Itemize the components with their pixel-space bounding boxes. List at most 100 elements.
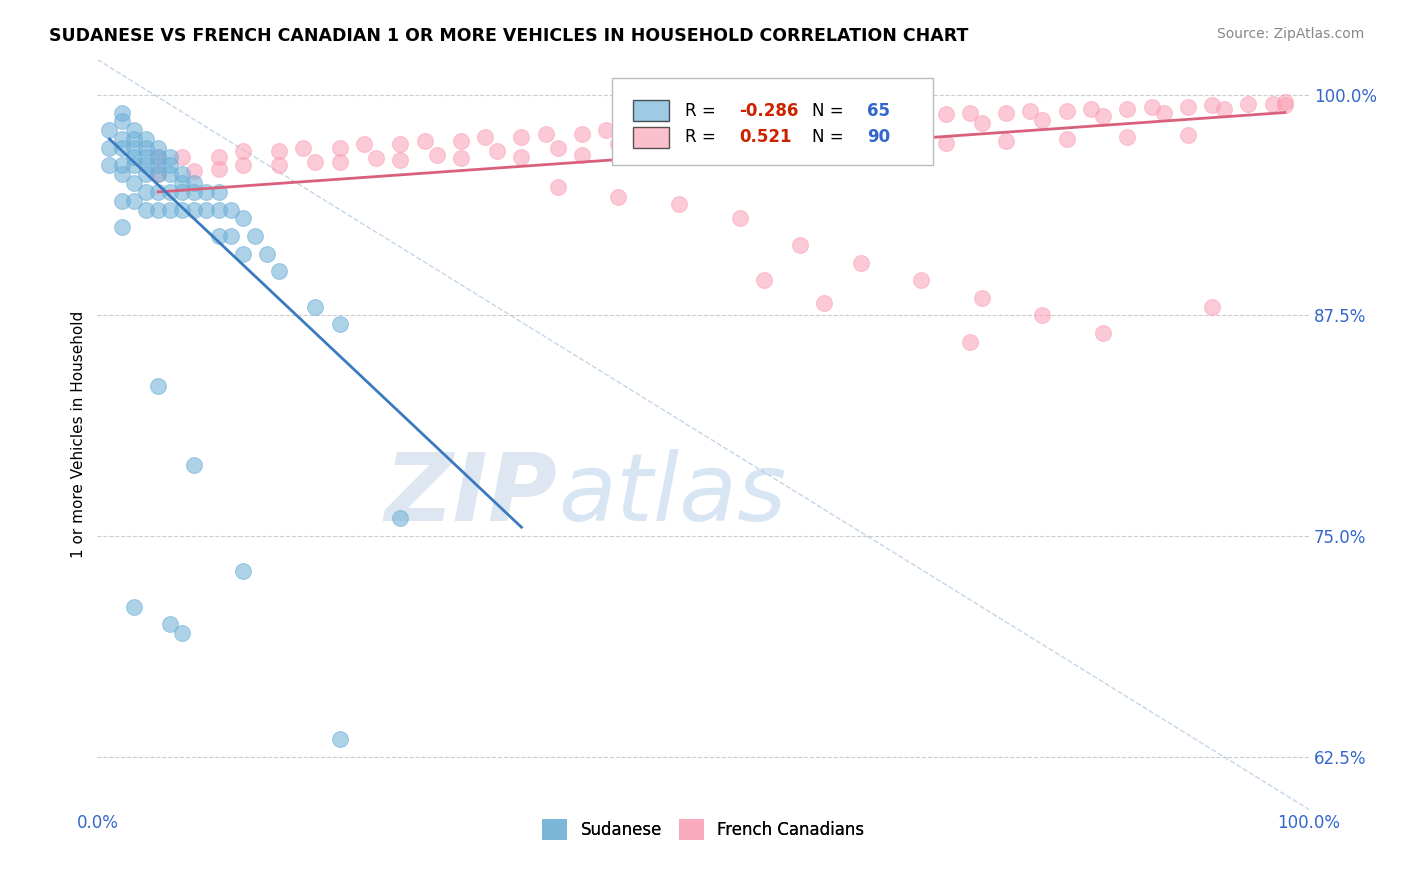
- Point: [207, 161, 229, 176]
- Point: [122, 141, 145, 155]
- Text: R =: R =: [685, 128, 721, 146]
- Point: [172, 150, 194, 164]
- Point: [873, 109, 896, 123]
- Point: [122, 150, 145, 164]
- Point: [329, 318, 352, 332]
- Point: [970, 291, 993, 305]
- Point: [135, 132, 157, 146]
- Text: atlas: atlas: [558, 449, 786, 540]
- Text: 90: 90: [866, 128, 890, 146]
- Point: [1092, 109, 1115, 123]
- Point: [207, 185, 229, 199]
- Point: [159, 202, 181, 217]
- Point: [776, 112, 799, 127]
- Point: [571, 127, 593, 141]
- Point: [474, 130, 496, 145]
- Point: [692, 120, 714, 134]
- Point: [547, 141, 569, 155]
- Point: [183, 185, 205, 199]
- Point: [364, 152, 387, 166]
- Point: [389, 511, 412, 525]
- Point: [243, 229, 266, 244]
- Point: [122, 194, 145, 208]
- FancyBboxPatch shape: [633, 127, 669, 148]
- Point: [571, 148, 593, 162]
- Point: [207, 202, 229, 217]
- Point: [146, 150, 169, 164]
- Point: [232, 564, 254, 578]
- Point: [159, 617, 181, 632]
- Point: [813, 112, 835, 127]
- Text: R =: R =: [685, 102, 721, 120]
- Point: [172, 185, 194, 199]
- Point: [110, 220, 132, 235]
- Point: [1213, 102, 1236, 116]
- Point: [631, 145, 654, 159]
- Text: 65: 65: [866, 102, 890, 120]
- Point: [159, 159, 181, 173]
- Point: [995, 105, 1018, 120]
- Point: [353, 137, 375, 152]
- Point: [838, 109, 860, 123]
- Point: [159, 167, 181, 181]
- Point: [389, 153, 412, 168]
- Point: [146, 202, 169, 217]
- Point: [510, 150, 533, 164]
- Point: [110, 141, 132, 155]
- Point: [159, 185, 181, 199]
- Point: [135, 141, 157, 155]
- Point: [135, 167, 157, 181]
- Point: [1177, 100, 1199, 114]
- Point: [135, 159, 157, 173]
- Point: [135, 150, 157, 164]
- Text: N =: N =: [813, 128, 849, 146]
- Point: [232, 145, 254, 159]
- Point: [269, 264, 291, 278]
- Point: [486, 145, 509, 159]
- Point: [183, 202, 205, 217]
- Legend: Sudanese, French Canadians: Sudanese, French Canadians: [536, 813, 870, 847]
- Point: [1140, 100, 1163, 114]
- Point: [292, 141, 315, 155]
- Point: [304, 300, 326, 314]
- Point: [1177, 128, 1199, 143]
- Point: [256, 246, 278, 260]
- Text: -0.286: -0.286: [740, 102, 799, 120]
- Point: [728, 211, 751, 226]
- Point: [547, 179, 569, 194]
- Point: [110, 159, 132, 173]
- Point: [898, 107, 921, 121]
- Point: [813, 296, 835, 310]
- Point: [183, 458, 205, 473]
- Point: [1237, 96, 1260, 111]
- Point: [668, 197, 690, 211]
- Point: [534, 127, 557, 141]
- Point: [329, 731, 352, 746]
- Point: [172, 167, 194, 181]
- Point: [269, 159, 291, 173]
- Point: [219, 229, 242, 244]
- Point: [122, 123, 145, 137]
- Point: [959, 334, 981, 349]
- Point: [110, 167, 132, 181]
- Point: [510, 130, 533, 145]
- Point: [910, 273, 932, 287]
- Point: [159, 150, 181, 164]
- Point: [607, 190, 630, 204]
- Point: [195, 202, 218, 217]
- Text: N =: N =: [813, 102, 849, 120]
- Point: [110, 194, 132, 208]
- Point: [183, 176, 205, 190]
- Point: [389, 137, 412, 152]
- Point: [1153, 105, 1175, 120]
- Point: [232, 159, 254, 173]
- Point: [849, 255, 872, 269]
- Point: [752, 116, 775, 130]
- Point: [1031, 112, 1053, 127]
- Point: [1116, 130, 1139, 145]
- Point: [110, 132, 132, 146]
- Point: [195, 185, 218, 199]
- Point: [232, 211, 254, 226]
- Point: [752, 141, 775, 155]
- Point: [146, 379, 169, 393]
